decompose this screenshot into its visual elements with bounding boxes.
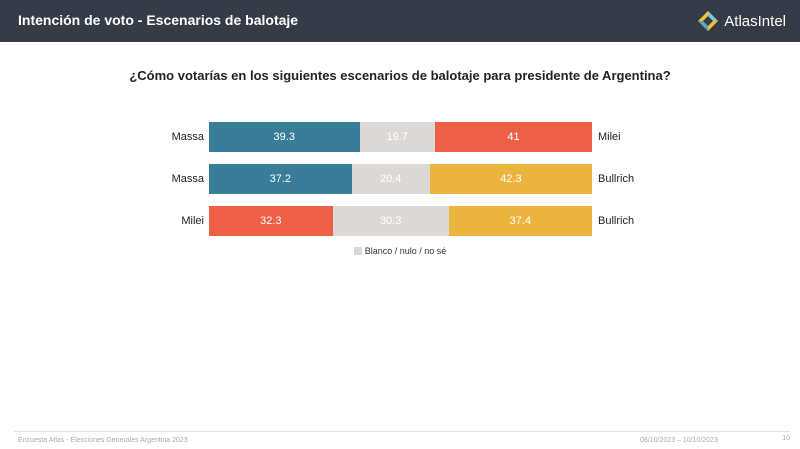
footer-source: Encuesta Atlas - Elecciones Generales Ar… bbox=[18, 437, 188, 444]
seg-first-candidate: 39.3 bbox=[209, 122, 360, 152]
stacked-bar: 32.3 30.3 37.4 bbox=[209, 206, 592, 236]
stacked-bar: 37.2 20.4 42.3 bbox=[209, 164, 592, 194]
row-left-label: Massa bbox=[171, 131, 204, 143]
chart-legend: Blanco / nulo / no sé bbox=[0, 246, 800, 256]
row-right-label: Milei bbox=[598, 131, 621, 143]
seg-second-candidate: 42.3 bbox=[429, 164, 592, 194]
footer-divider bbox=[14, 431, 790, 432]
header-bar: Intención de voto - Escenarios de balota… bbox=[0, 0, 800, 42]
seg-blank: 19.7 bbox=[359, 122, 435, 152]
stacked-bar: 39.3 19.7 41 bbox=[209, 122, 592, 152]
page-title: Intención de voto - Escenarios de balota… bbox=[18, 12, 299, 28]
chart-row: Massa 39.3 19.7 41 Milei bbox=[0, 122, 800, 152]
row-right-label: Bullrich bbox=[598, 215, 635, 227]
seg-second-candidate: 37.4 bbox=[448, 206, 592, 236]
row-right-label: Bullrich bbox=[598, 173, 635, 185]
footer-dates: 08/10/2023 – 10/10/2023 bbox=[640, 437, 718, 444]
seg-blank: 20.4 bbox=[351, 164, 430, 194]
brand: AtlasIntel bbox=[697, 9, 786, 33]
chart-title: ¿Cómo votarías en los siguientes escenar… bbox=[129, 68, 671, 83]
seg-second-candidate: 41 bbox=[434, 122, 592, 152]
seg-first-candidate: 37.2 bbox=[209, 164, 352, 194]
chart-row: Milei 32.3 30.3 37.4 Bullrich bbox=[0, 206, 800, 236]
seg-first-candidate: 32.3 bbox=[209, 206, 333, 236]
seg-blank: 30.3 bbox=[332, 206, 449, 236]
legend-swatch bbox=[353, 247, 362, 255]
brand-name: AtlasIntel bbox=[724, 12, 786, 30]
row-left-label: Massa bbox=[171, 173, 204, 185]
legend-label: Blanco / nulo / no sé bbox=[364, 246, 447, 256]
atlasintel-logo-icon bbox=[698, 11, 719, 31]
chart-row: Massa 37.2 20.4 42.3 Bullrich bbox=[0, 164, 800, 194]
row-left-label: Milei bbox=[181, 215, 204, 227]
page-number: 10 bbox=[782, 435, 790, 442]
